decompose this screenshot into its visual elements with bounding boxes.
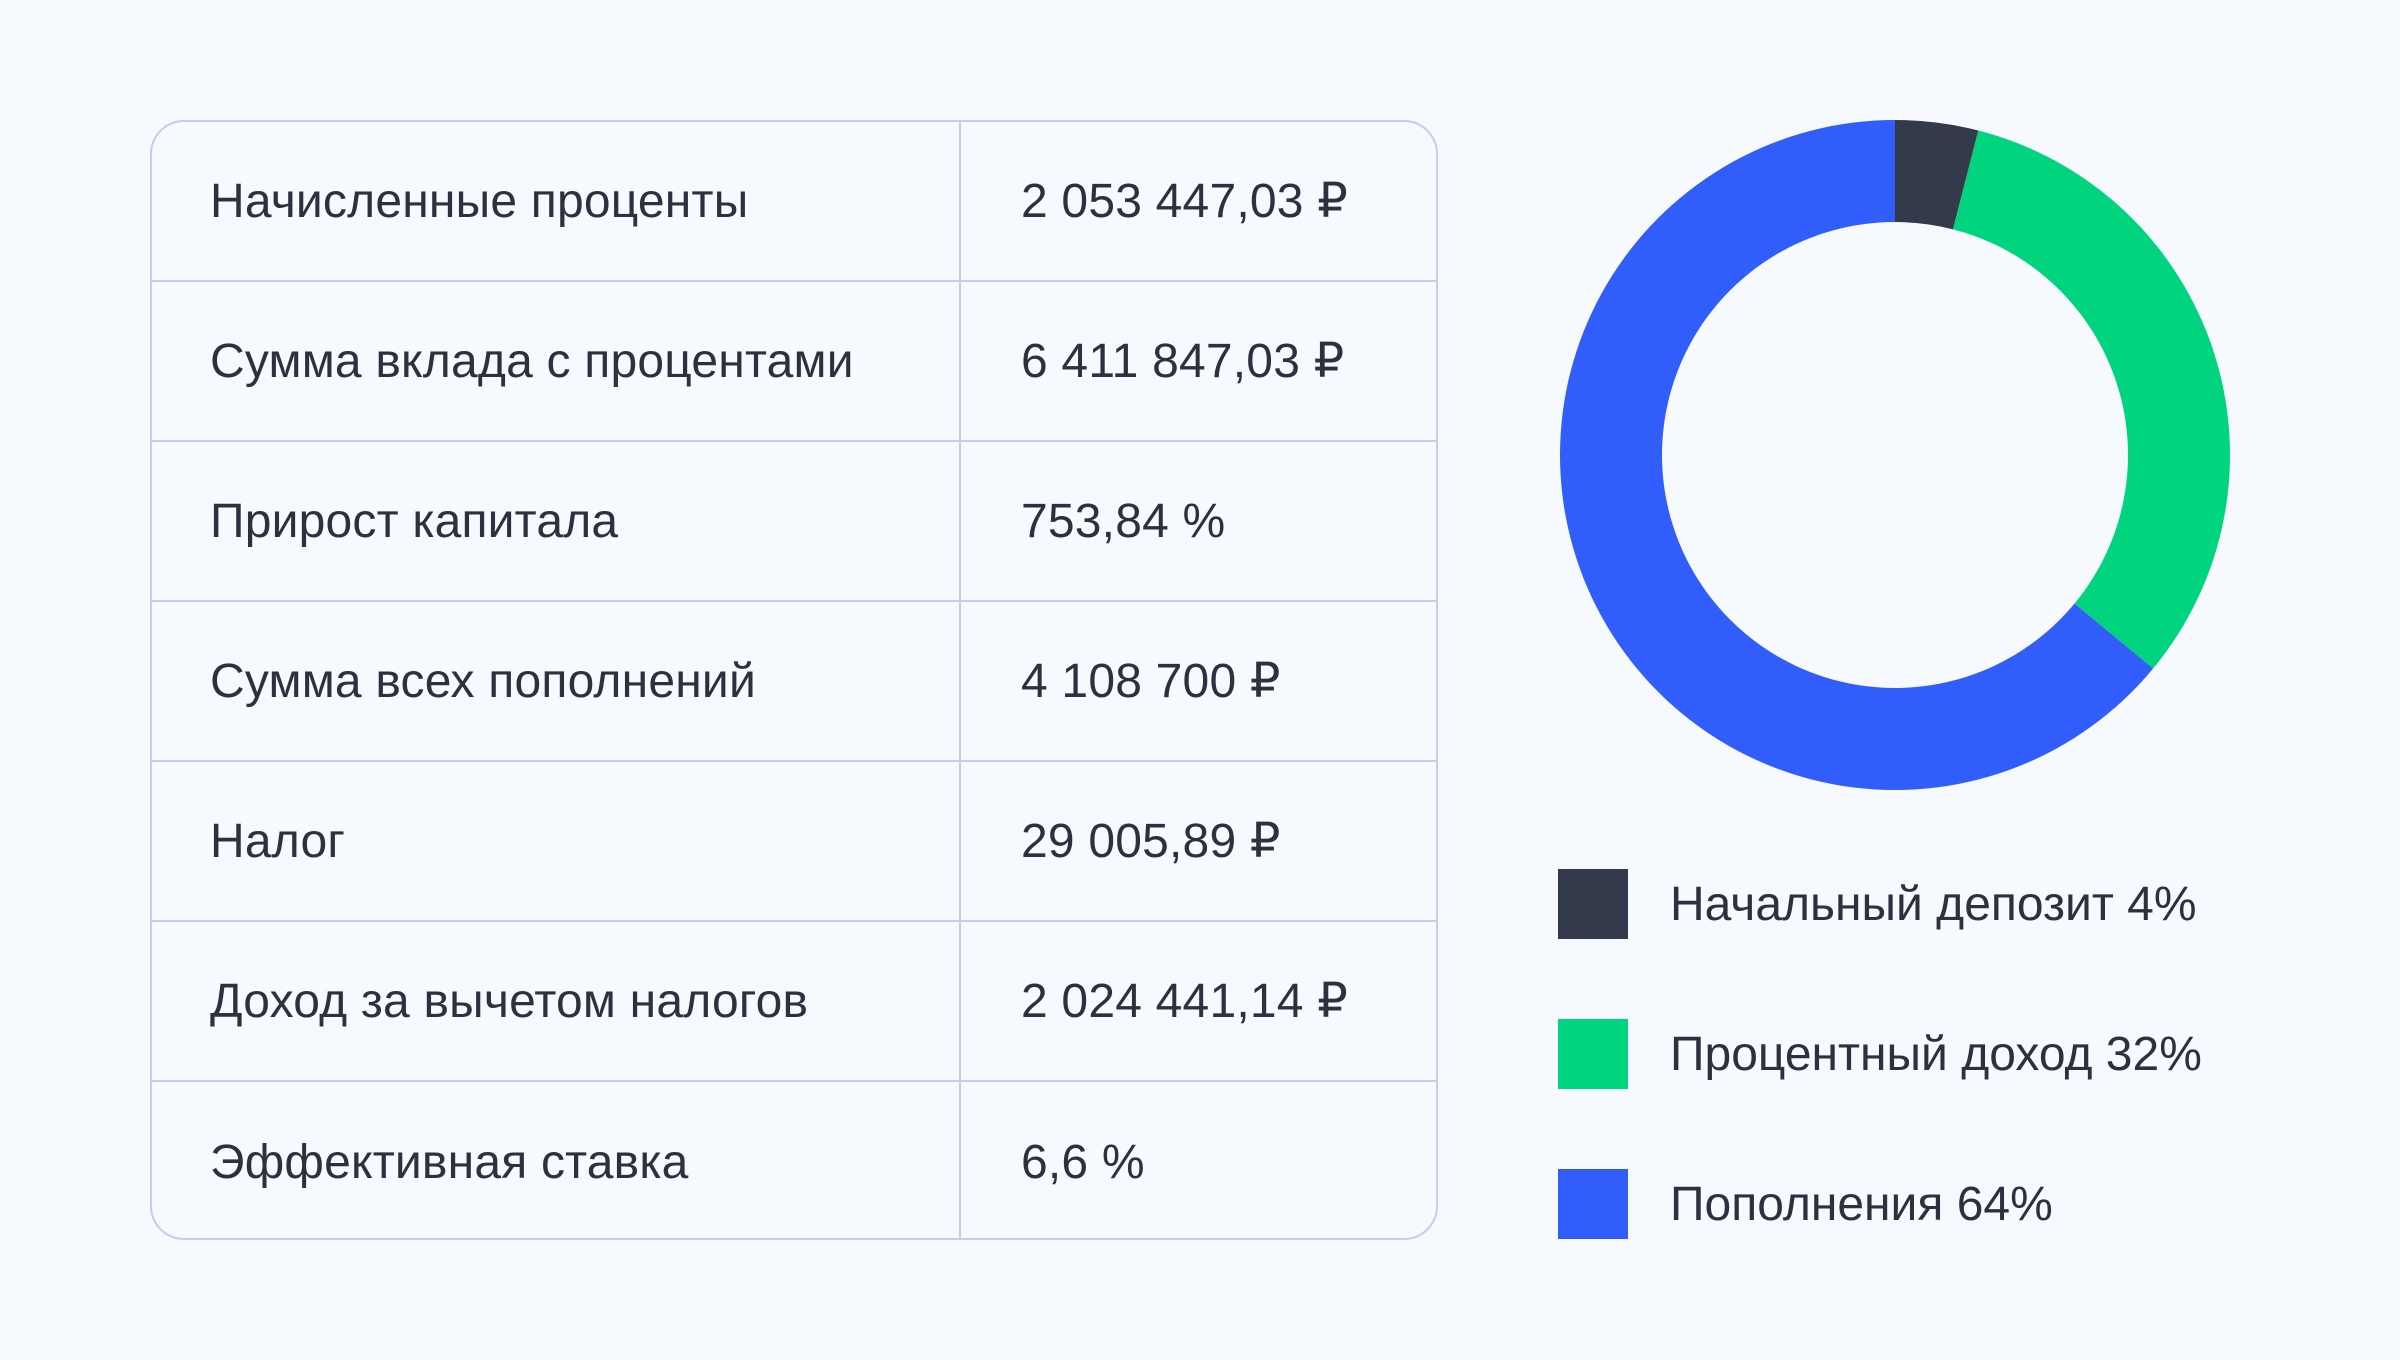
row-label: Эффективная ставка <box>152 1082 961 1238</box>
table-row: Сумма вклада с процентами 6 411 847,03 ₽ <box>152 282 1436 442</box>
legend-item-initial-deposit: Начальный депозит 4% <box>1558 868 2202 940</box>
row-value: 6 411 847,03 ₽ <box>1021 335 1345 388</box>
chart-legend: Начальный депозит 4% Процентный доход 32… <box>1558 868 2202 1318</box>
table-row: Эффективная ставка 6,6 % <box>152 1082 1436 1238</box>
slice-interest-income <box>1952 130 2230 669</box>
slice-initial-deposit <box>1895 120 1979 230</box>
legend-label: Начальный депозит 4% <box>1670 877 2197 931</box>
row-label: Доход за вычетом налогов <box>152 922 961 1080</box>
table-row: Прирост капитала 753,84 % <box>152 442 1436 602</box>
results-table: Начисленные проценты 2 053 447,03 ₽ Сумм… <box>150 120 1438 1240</box>
legend-swatch <box>1558 869 1628 939</box>
row-value: 4 108 700 ₽ <box>1021 655 1281 708</box>
legend-item-top-ups: Пополнения 64% <box>1558 1168 2202 1240</box>
legend-label: Процентный доход 32% <box>1670 1027 2202 1081</box>
legend-swatch <box>1558 1169 1628 1239</box>
legend-swatch <box>1558 1019 1628 1089</box>
row-label: Сумма вклада с процентами <box>152 282 961 440</box>
legend-item-interest-income: Процентный доход 32% <box>1558 1018 2202 1090</box>
row-value: 2 053 447,03 ₽ <box>1021 175 1348 228</box>
table-row: Доход за вычетом налогов 2 024 441,14 ₽ <box>152 922 1436 1082</box>
row-label: Налог <box>152 762 961 920</box>
donut-chart <box>1560 120 2230 790</box>
table-row: Налог 29 005,89 ₽ <box>152 762 1436 922</box>
table-row: Сумма всех пополнений 4 108 700 ₽ <box>152 602 1436 762</box>
row-value: 753,84 % <box>1021 494 1226 548</box>
row-label: Прирост капитала <box>152 442 961 600</box>
legend-label: Пополнения 64% <box>1670 1177 2053 1231</box>
table-row: Начисленные проценты 2 053 447,03 ₽ <box>152 122 1436 282</box>
row-value: 6,6 % <box>1021 1135 1145 1189</box>
row-value: 29 005,89 ₽ <box>1021 815 1281 868</box>
row-value: 2 024 441,14 ₽ <box>1021 975 1348 1028</box>
slice-top-ups <box>1560 120 2154 790</box>
row-label: Начисленные проценты <box>152 122 961 280</box>
row-label: Сумма всех пополнений <box>152 602 961 760</box>
